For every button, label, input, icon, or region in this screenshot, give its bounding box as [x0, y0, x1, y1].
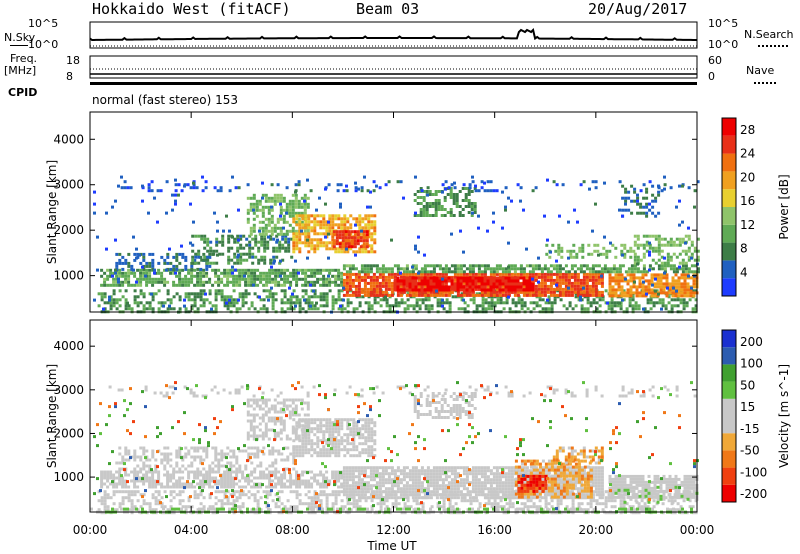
x-tick-label: 12:00: [376, 523, 411, 537]
nave-tick-low: 0: [708, 70, 715, 83]
colorbar-swatch: [722, 416, 736, 434]
freq-tick-high: 18: [66, 54, 80, 67]
radar-title: Hokkaido West (fitACF): [92, 0, 291, 18]
colorbar-swatch: [722, 189, 736, 207]
y-axis-label: Slant Range [km]: [45, 160, 59, 264]
x-tick-label: 16:00: [477, 523, 512, 537]
heatmap-panel-1: [89, 111, 737, 314]
colorbar-swatch: [722, 398, 736, 416]
nsky-tick-high: 10^5: [28, 17, 59, 30]
x-tick-label: 00:00: [73, 523, 108, 537]
colorbar-tick-label: 24: [740, 147, 755, 161]
colorbar-tick-label: 15: [740, 400, 755, 414]
cpid-bar: [90, 82, 697, 85]
y-tick-label: 4000: [53, 339, 84, 353]
heatmap-cells-2: [90, 381, 699, 515]
colorbar-swatch: [722, 278, 736, 296]
colorbar-1: [721, 117, 737, 297]
colorbar-tick-label: -100: [740, 465, 767, 479]
nave-line-legend: [754, 82, 776, 84]
colorbar-swatch: [722, 484, 736, 502]
date-title: 20/Aug/2017: [588, 0, 688, 18]
x-tick-label: 04:00: [174, 523, 209, 537]
colorbar-swatch: [722, 260, 736, 279]
x-tick-label: 08:00: [275, 523, 310, 537]
colorbar-tick-label: 20: [740, 170, 755, 184]
nsky-label: N.Sky: [4, 31, 36, 44]
x-tick-label: 20:00: [579, 523, 614, 537]
nsky-tick-low: 10^0: [28, 38, 59, 51]
colorbar-swatch: [722, 330, 736, 348]
x-axis-label: Time UT: [366, 539, 417, 553]
nsearch-line-legend: [758, 45, 788, 47]
colorbar-swatch: [722, 224, 736, 243]
colorbar-swatch: [722, 381, 736, 399]
colorbar-tick-label: 200: [740, 335, 763, 349]
colorbar-swatch: [722, 450, 736, 468]
heatmap-panel-2: [89, 319, 737, 515]
nsky-panel-frame: [89, 21, 698, 49]
nsearch-tick-low: 10^0: [708, 38, 739, 51]
colorbar-tick-label: 50: [740, 378, 755, 392]
y-tick-label: 1000: [53, 470, 84, 484]
colorbar-swatch: [722, 433, 736, 451]
colorbar-swatch: [722, 207, 736, 225]
colorbar-frame: [721, 329, 737, 503]
y-axis-label: Slant Range [km]: [45, 364, 59, 468]
colorbar-title: Velocity [m s^-1]: [777, 364, 791, 468]
colorbar-swatch: [722, 171, 736, 190]
y-tick-label: 3000: [53, 178, 84, 192]
colorbar-tick-label: 28: [740, 123, 755, 137]
colorbar-tick-label: 8: [740, 242, 748, 256]
colorbar-frame: [721, 117, 737, 297]
colorbar-swatch: [722, 135, 736, 154]
colorbar-tick-label: -200: [740, 487, 767, 501]
nsearch-label: N.Search: [744, 28, 794, 41]
nsky-series-line: [89, 28, 697, 41]
nave-label: Nave: [746, 64, 775, 77]
colorbar-tick-label: -15: [740, 422, 760, 436]
colorbar-tick-label: 4: [740, 265, 748, 279]
y-tick-label: 2000: [53, 223, 84, 237]
y-tick-label: 1000: [53, 269, 84, 283]
y-tick-label: 3000: [53, 383, 84, 397]
colorbar-tick-label: 100: [740, 357, 763, 371]
colorbar-swatch: [722, 118, 736, 136]
colorbar-swatch: [722, 153, 736, 172]
nave-tick-high: 60: [708, 54, 722, 67]
colorbar-swatch: [722, 242, 736, 261]
beam-title: Beam 03: [356, 0, 420, 18]
nsky-line-legend: [10, 45, 28, 46]
y-tick-label: 4000: [53, 132, 84, 146]
colorbar-swatch: [722, 467, 736, 485]
colorbar-tick-label: -50: [740, 444, 760, 458]
freq-label: Freq.: [10, 52, 38, 65]
freq-tick-low: 8: [66, 70, 73, 83]
colorbar-tick-label: 16: [740, 194, 755, 208]
cpid-text: normal (fast stereo) 153: [92, 93, 238, 107]
heatmap-cells-1: [93, 175, 700, 314]
y-tick-label: 2000: [53, 426, 84, 440]
x-tick-label: 00:00: [680, 523, 715, 537]
freq-panel-frame: [89, 55, 698, 79]
colorbar-2: [721, 329, 737, 503]
cpid-label: CPID: [8, 86, 38, 99]
freq-unit: [MHz]: [4, 64, 37, 77]
colorbar-tick-label: 12: [740, 218, 755, 232]
colorbar-swatch: [722, 347, 736, 365]
colorbar-title: Power [dB]: [777, 174, 791, 239]
colorbar-swatch: [722, 364, 736, 382]
nsearch-tick-high: 10^5: [708, 17, 739, 30]
